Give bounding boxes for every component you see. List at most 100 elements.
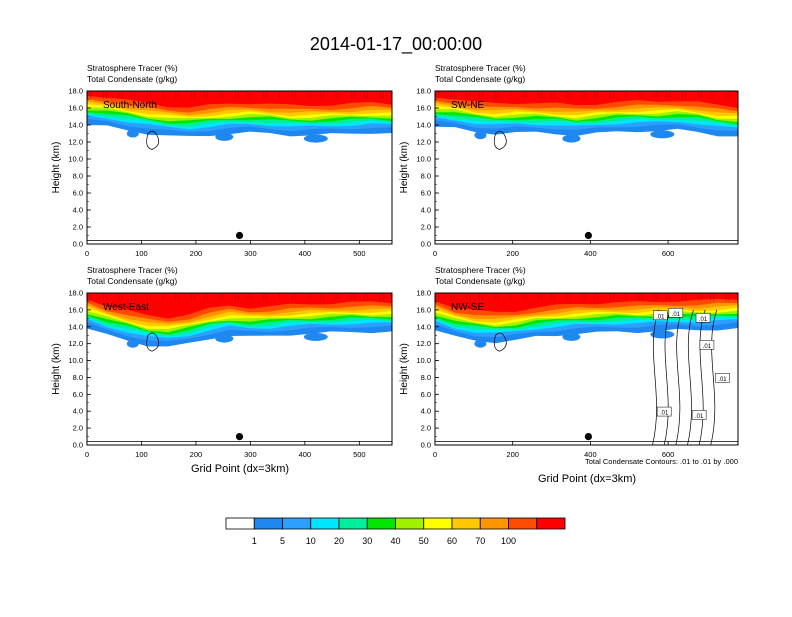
tracer-streak	[566, 293, 568, 301]
tracer-patch	[303, 134, 328, 143]
tracer-streak	[234, 91, 236, 99]
tracer-patch	[474, 131, 487, 140]
tracer-streak	[294, 91, 296, 99]
tracer-streak	[250, 293, 252, 301]
tracer-streak	[175, 91, 177, 99]
tracer-streak	[700, 91, 702, 99]
tracer-streak	[725, 293, 727, 301]
tracer-streak	[351, 91, 353, 99]
y-tick-label: 2.0	[421, 223, 431, 232]
colorbar-swatch	[338, 517, 368, 530]
tracer-streak	[653, 91, 655, 99]
tracer-streak	[613, 293, 615, 301]
tracer-streak	[553, 293, 555, 301]
tracer-streak	[453, 91, 455, 99]
contour-line	[687, 309, 694, 445]
tracer-streak	[382, 91, 384, 99]
tracer-streak	[613, 91, 615, 99]
tracer-streak	[278, 91, 280, 99]
y-tick-label: 0.0	[421, 240, 431, 249]
tracer-streak	[291, 293, 293, 301]
colorbar-swatch	[225, 517, 255, 530]
tracer-streak	[366, 293, 368, 301]
tracer-streak	[105, 91, 108, 99]
tracer-patch	[650, 330, 675, 339]
tracer-streak	[638, 91, 640, 99]
y-tick-label: 14.0	[68, 121, 83, 130]
tracer-streak	[206, 91, 208, 99]
tracer-streak	[162, 91, 164, 99]
tracer-streak	[497, 91, 499, 99]
y-tick-label: 12.0	[416, 339, 431, 348]
tracer-streak	[481, 91, 484, 99]
y-tick-label: 6.0	[421, 390, 431, 399]
contour-line	[710, 309, 718, 445]
x-tick-label: 500	[353, 249, 366, 258]
colorbar-swatch	[536, 517, 566, 530]
location-marker	[235, 433, 244, 441]
colorbar-label: 20	[334, 536, 344, 546]
tracer-streak	[382, 293, 384, 301]
figure-title: 2014-01-17_00:00:00	[310, 34, 482, 55]
tracer-streak	[134, 293, 136, 301]
tracer-streak	[193, 293, 196, 301]
tracer-patch	[303, 332, 328, 341]
panel-label: SW-NE	[451, 100, 484, 111]
tracer-streak	[219, 91, 221, 99]
panel-title-tracer: Stratosphere Tracer (%)	[435, 265, 526, 275]
tracer-patch	[562, 332, 581, 341]
condensate-contours	[435, 130, 738, 241]
panel-label: West-East	[103, 302, 149, 313]
colorbar-swatch	[282, 517, 312, 530]
contour-label-box	[695, 313, 711, 323]
y-tick-label: 12.0	[68, 339, 83, 348]
contour-line	[146, 332, 160, 352]
tracer-streak	[310, 293, 312, 301]
tracer-streak	[234, 293, 236, 301]
contour-label-box	[699, 340, 715, 350]
tracer-streak	[131, 293, 133, 301]
tracer-streak	[149, 293, 152, 301]
tracer-streak	[146, 91, 148, 99]
tracer-streak	[193, 91, 196, 99]
contour-label: .01	[656, 314, 665, 320]
tracer-streak	[178, 293, 180, 301]
tracer-streak	[335, 293, 337, 301]
panel-south-north: Stratosphere Tracer (%)Total Condensate …	[51, 63, 393, 258]
tracer-streak	[641, 91, 643, 99]
panel-title-tracer: Stratosphere Tracer (%)	[87, 265, 178, 275]
colorbar-label: 40	[390, 536, 400, 546]
tracer-streak	[250, 91, 252, 99]
tracer-streak	[581, 293, 583, 301]
tracer-streak	[131, 91, 133, 99]
colorbar-swatch	[508, 517, 538, 530]
tracer-streak	[87, 293, 89, 301]
location-marker	[584, 231, 593, 240]
panel-title-condensate: Total Condensate (g/kg)	[87, 74, 177, 84]
tracer-patch	[215, 132, 234, 141]
tracer-streak	[363, 293, 365, 301]
y-tick-label: 16.0	[416, 305, 431, 314]
tracer-streak	[118, 293, 120, 301]
tracer-streak	[322, 293, 324, 301]
x-tick-label: 400	[299, 450, 312, 459]
x-tick-label: 300	[244, 450, 257, 459]
x-tick-label: 0	[85, 249, 89, 258]
tracer-streak	[697, 91, 699, 99]
contour-line	[493, 332, 507, 352]
contour-label: .01	[703, 344, 712, 350]
tracer-streak	[541, 293, 543, 301]
condensate-contours	[87, 332, 392, 442]
y-tick-label: 0.0	[421, 441, 431, 450]
panel-title-condensate: Total Condensate (g/kg)	[435, 74, 525, 84]
tracer-streak	[666, 91, 668, 99]
tracer-patch	[126, 339, 139, 348]
tracer-streak	[90, 91, 92, 99]
tracer-streak	[118, 91, 120, 99]
panel-sw-ne: Stratosphere Tracer (%)Total Condensate …	[399, 63, 739, 258]
tracer-streak	[351, 293, 353, 301]
x-tick-label: 100	[135, 249, 148, 258]
y-tick-label: 10.0	[68, 155, 83, 164]
